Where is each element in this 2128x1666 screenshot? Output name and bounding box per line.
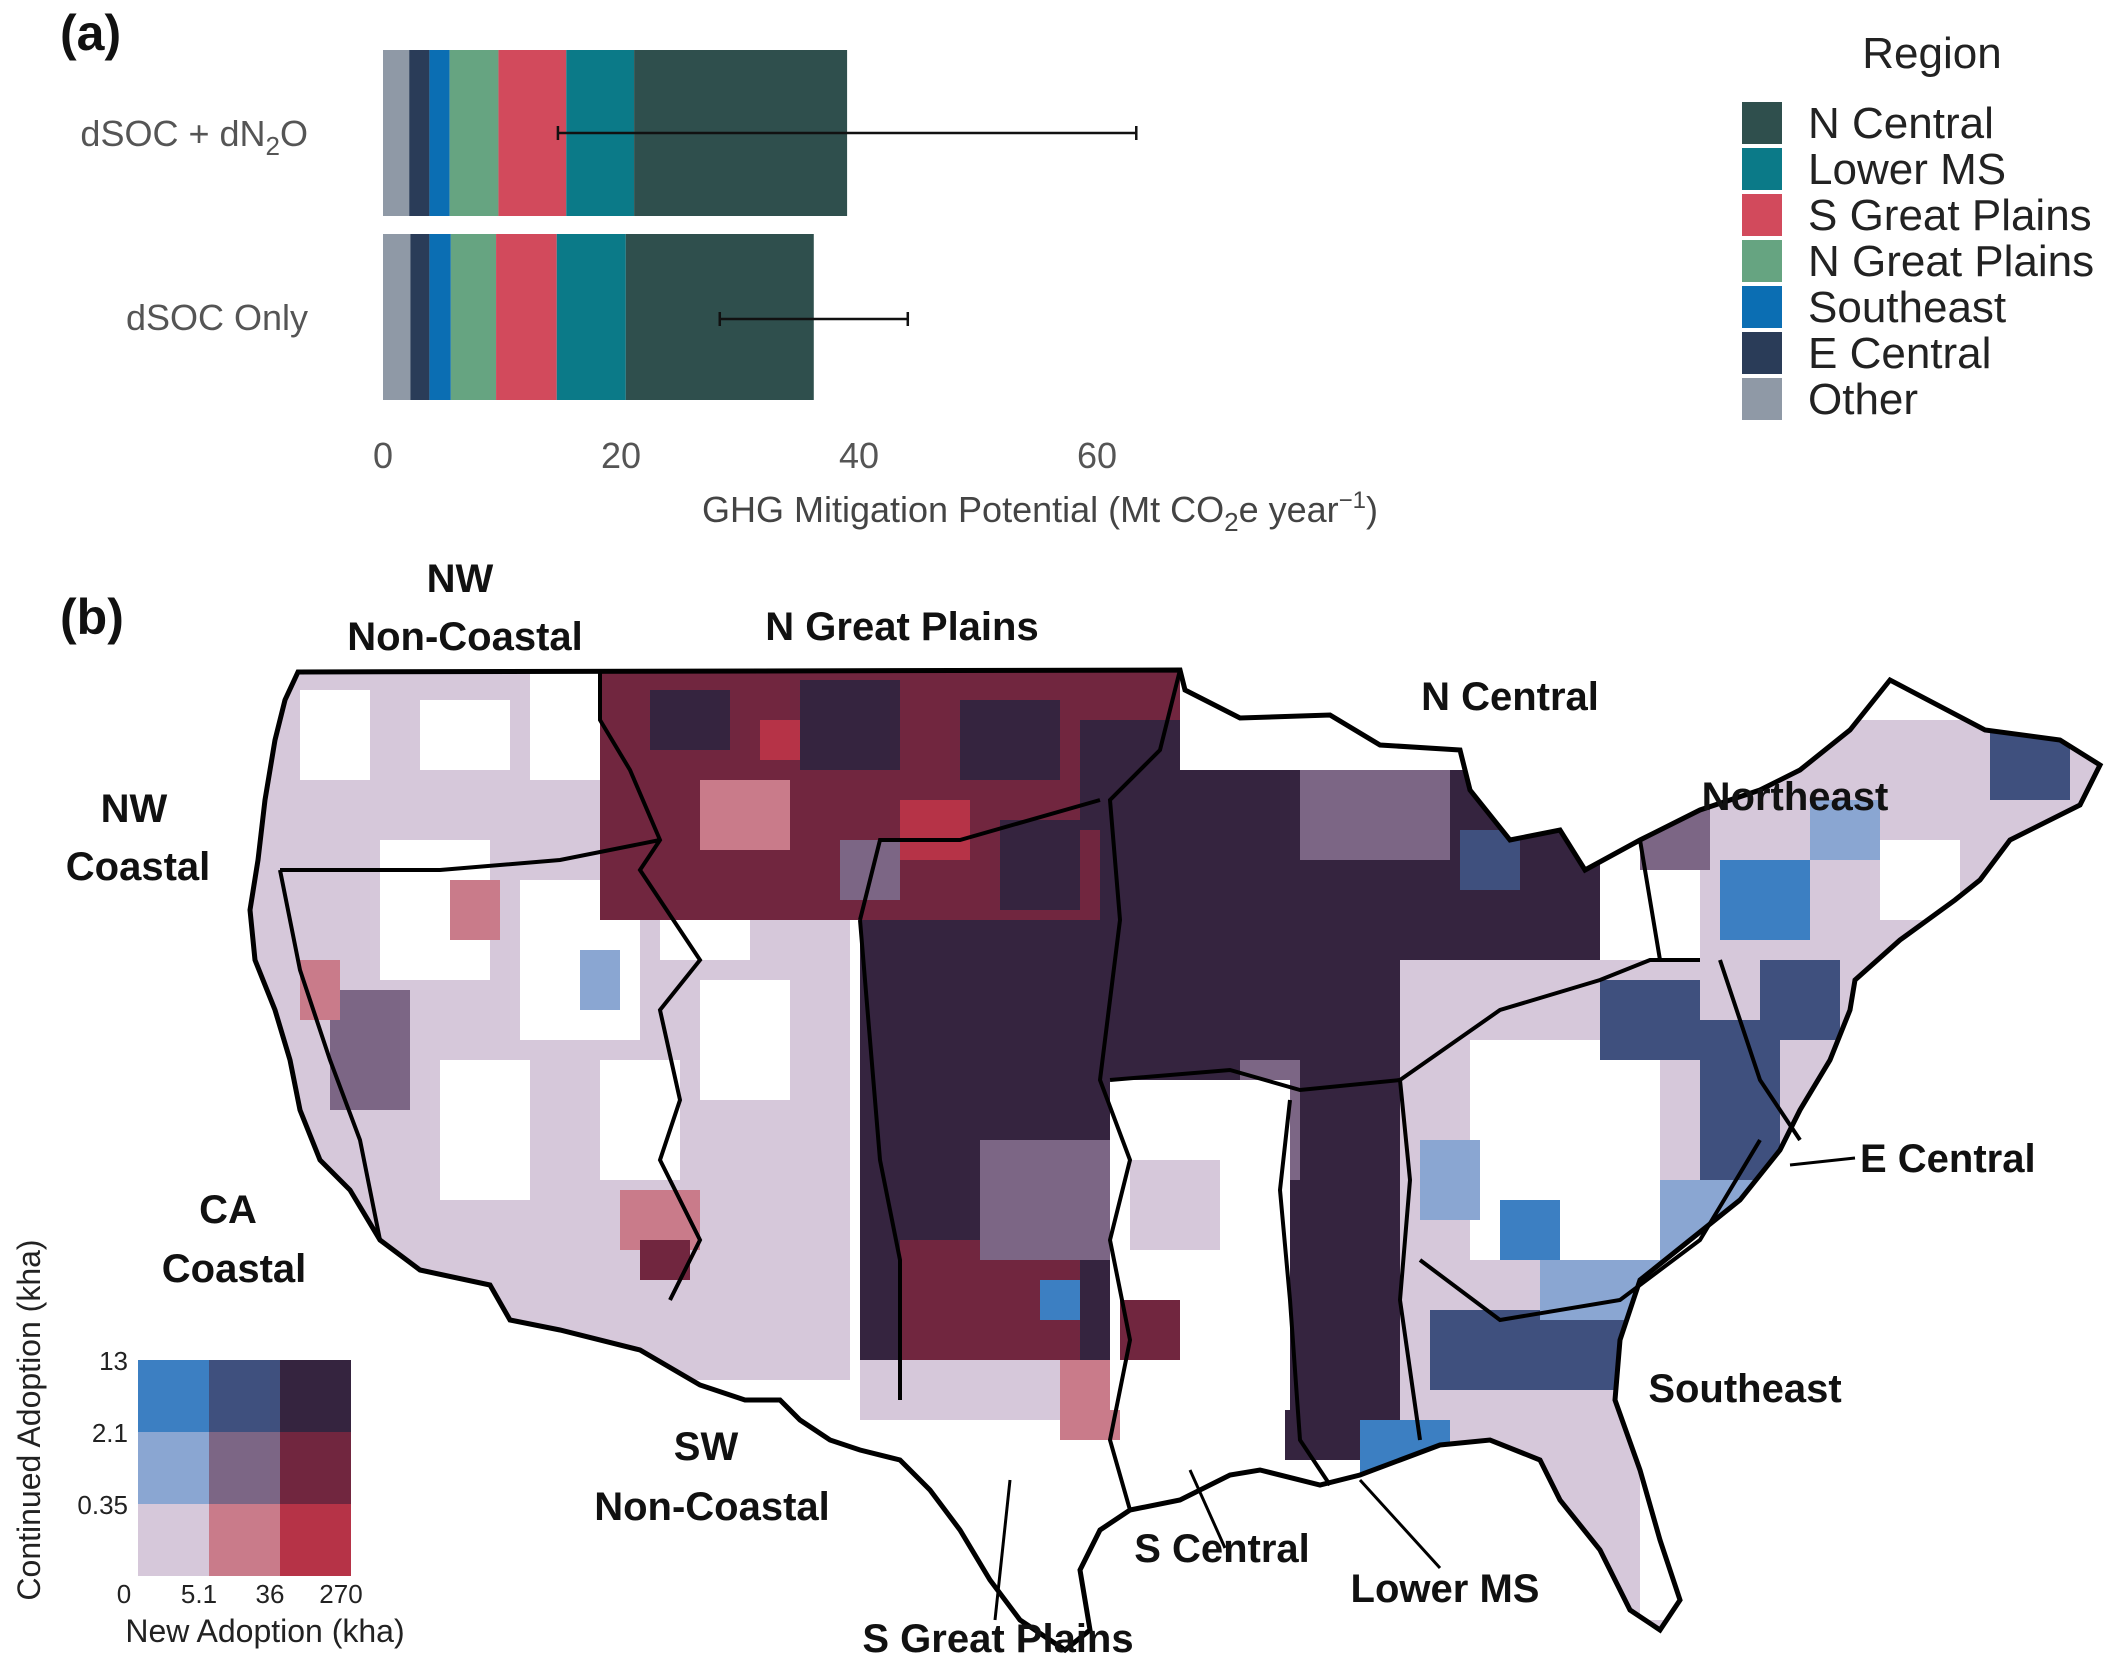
bivariate-cell xyxy=(138,1504,209,1576)
bivariate-y-tick: 2.1 xyxy=(92,1418,128,1448)
legend-title: Region xyxy=(1862,29,2001,78)
bivariate-cell xyxy=(280,1504,351,1576)
bivariate-x-tick: 36 xyxy=(256,1579,285,1609)
bivariate-cell xyxy=(138,1432,209,1504)
legend-swatch xyxy=(1742,378,1782,420)
x-tick-label: 20 xyxy=(601,435,641,476)
label-nw-noncoastal-line1: NW xyxy=(427,557,494,601)
legend-label: Other xyxy=(1808,375,1918,424)
label-n-central: N Central xyxy=(1421,675,1599,719)
label-nw-coastal-line1: NW xyxy=(101,787,168,831)
bivariate-y-ticks: 0.35 2.1 13 xyxy=(77,1346,128,1520)
category-labels: dSOC + dN2O dSOC Only xyxy=(80,113,308,338)
bar-segment xyxy=(496,234,557,400)
legend-swatch xyxy=(1742,332,1782,374)
stacked-bar-chart: dSOC + dN2O dSOC Only 0 20 40 60 GHG Mitigat… xyxy=(80,29,2094,537)
label-ca-coastal-line2: Coastal xyxy=(162,1247,307,1291)
label-sw-noncoastal-line1: SW xyxy=(674,1425,739,1469)
bar-segment xyxy=(383,234,411,400)
x-tick-label: 60 xyxy=(1077,435,1117,476)
label-nw-noncoastal-line2: Non-Coastal xyxy=(347,615,583,659)
category-label: dSOC + dN2O xyxy=(80,113,308,161)
panel-a-label: (a) xyxy=(60,5,122,61)
bivariate-legend: 0 5.1 36 270 0.35 2.1 13 New Adoption (kha) C… xyxy=(11,1239,405,1649)
legend-label: N Central xyxy=(1808,99,1994,148)
bivariate-cell xyxy=(280,1360,351,1432)
label-lower-ms: Lower MS xyxy=(1351,1567,1540,1611)
bar-segment xyxy=(556,234,626,400)
legend-label: Lower MS xyxy=(1808,145,2006,194)
x-tick-label: 40 xyxy=(839,435,879,476)
x-tick-label: 0 xyxy=(373,435,393,476)
bivariate-x-tick: 0 xyxy=(117,1579,131,1609)
bivariate-x-label: New Adoption (kha) xyxy=(125,1613,404,1649)
label-southeast: Southeast xyxy=(1648,1367,1841,1411)
legend-swatch xyxy=(1742,102,1782,144)
bar-segment xyxy=(409,50,430,216)
legend-swatch xyxy=(1742,240,1782,282)
bivariate-cell xyxy=(138,1360,209,1432)
bivariate-x-ticks: 0 5.1 36 270 xyxy=(117,1579,363,1609)
bivariate-cell xyxy=(209,1504,280,1576)
bar-segments xyxy=(383,50,848,400)
x-axis: 0 20 40 60 xyxy=(373,435,1117,476)
bivariate-x-tick: 5.1 xyxy=(181,1579,217,1609)
label-sw-noncoastal-line2: Non-Coastal xyxy=(594,1485,830,1529)
legend-label: E Central xyxy=(1808,329,1991,378)
label-e-central: E Central xyxy=(1860,1137,2036,1181)
legend-swatch xyxy=(1742,286,1782,328)
legend-label: S Great Plains xyxy=(1808,191,2092,240)
s-central-leader xyxy=(1188,1469,1227,1549)
legend-swatch xyxy=(1742,194,1782,236)
bivariate-x-tick: 270 xyxy=(319,1579,362,1609)
bar-segment xyxy=(450,234,497,400)
panel-b-label: (b) xyxy=(60,589,124,645)
label-s-great-plains: S Great Plains xyxy=(862,1617,1133,1661)
x-axis-label: GHG Mitigation Potential (Mt CO2e year−1… xyxy=(702,487,1378,537)
lower-ms-leader xyxy=(1358,1478,1442,1570)
error-bars xyxy=(556,126,1138,326)
legend-swatch xyxy=(1742,148,1782,190)
bivariate-cell xyxy=(280,1432,351,1504)
bar-segment xyxy=(410,234,430,400)
bivariate-y-label: Continued Adoption (kha) xyxy=(11,1239,47,1600)
label-n-great-plains: N Great Plains xyxy=(765,605,1038,649)
region-boundaries xyxy=(278,669,1802,1511)
bar-segment xyxy=(449,50,499,216)
bar-segment xyxy=(383,50,410,216)
us-outline xyxy=(247,667,2104,1654)
bar-segment xyxy=(498,50,567,216)
label-ca-coastal-line1: CA xyxy=(199,1188,257,1232)
bivariate-cell xyxy=(209,1432,280,1504)
e-central-leader xyxy=(1789,1156,1856,1167)
bivariate-legend-cells xyxy=(138,1360,351,1576)
legend-label: N Great Plains xyxy=(1808,237,2094,286)
bivariate-cell xyxy=(209,1360,280,1432)
label-northeast: Northeast xyxy=(1702,775,1889,819)
bivariate-y-tick: 13 xyxy=(99,1346,128,1376)
bar-segment xyxy=(429,234,451,400)
label-nw-coastal-line2: Coastal xyxy=(66,845,211,889)
label-s-central: S Central xyxy=(1134,1527,1310,1571)
bivariate-y-tick: 0.35 xyxy=(77,1490,128,1520)
s-great-plains-leader xyxy=(993,1479,1012,1621)
us-map: NW Non-Coastal N Great Plains N Central … xyxy=(11,557,2104,1661)
category-label: dSOC Only xyxy=(126,297,308,338)
bar-segment xyxy=(429,50,450,216)
legend-label: Southeast xyxy=(1808,283,2006,332)
